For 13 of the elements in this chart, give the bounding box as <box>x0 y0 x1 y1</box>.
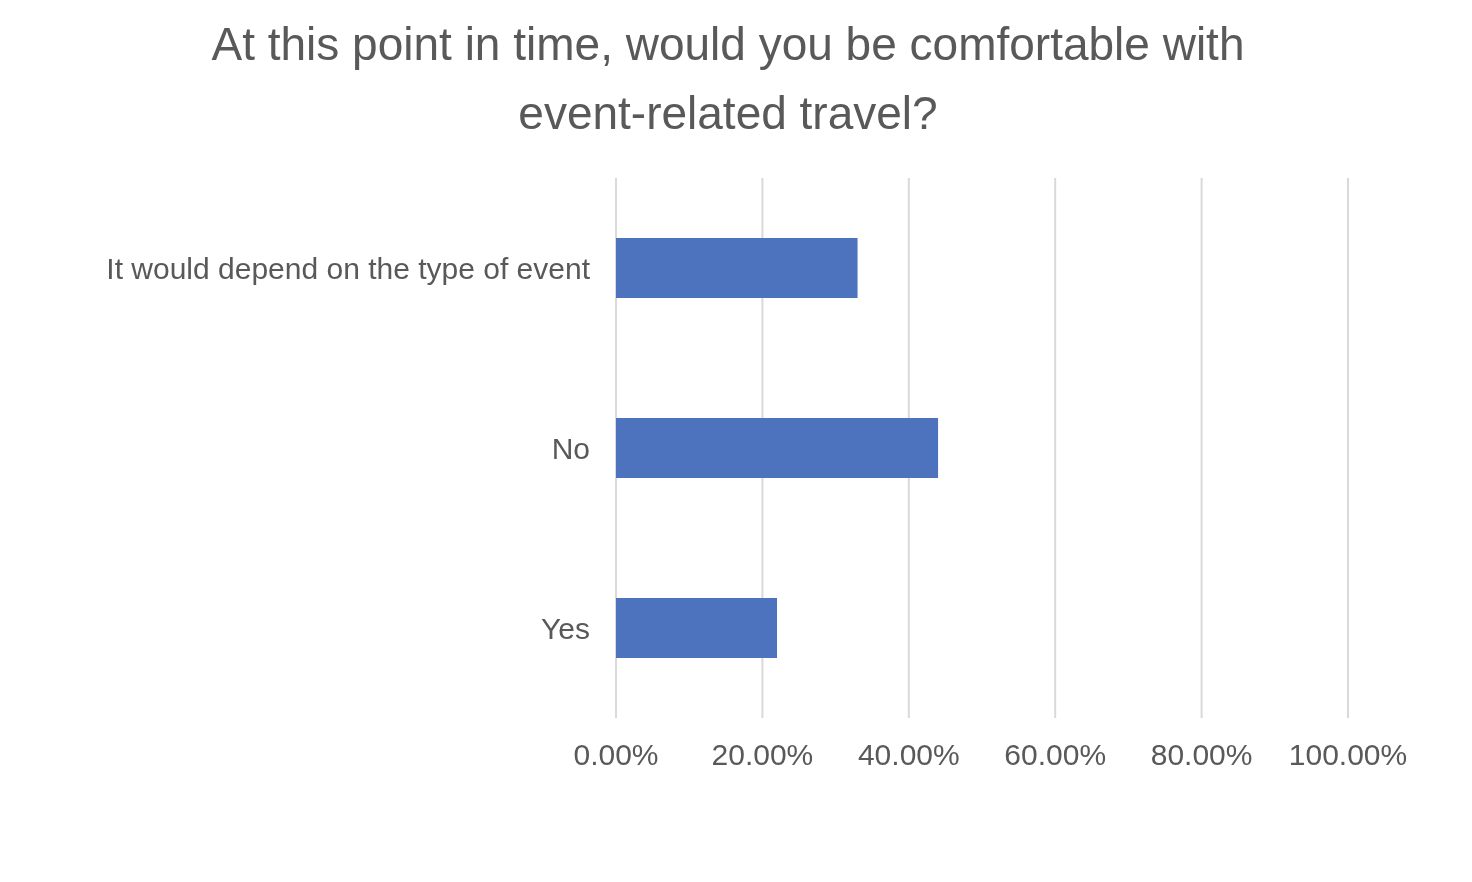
y-tick-label: No <box>551 431 590 465</box>
x-tick-label: 60.00% <box>1004 738 1107 772</box>
x-tick-label: 100.00% <box>1288 738 1408 772</box>
bar <box>616 238 858 298</box>
x-tick-label: 40.00% <box>857 738 960 772</box>
bar <box>616 418 939 478</box>
bar <box>616 598 778 658</box>
y-tick-label: Yes <box>541 611 590 645</box>
chart-title: At this point in time, would you be comfortable with event-related travel? <box>210 17 1246 141</box>
x-tick-label: 20.00% <box>711 738 814 772</box>
x-tick-label: 80.00% <box>1150 738 1253 772</box>
y-tick-label: It would depend on the type of event <box>106 251 591 285</box>
x-tick-label: 0.00% <box>573 738 659 772</box>
